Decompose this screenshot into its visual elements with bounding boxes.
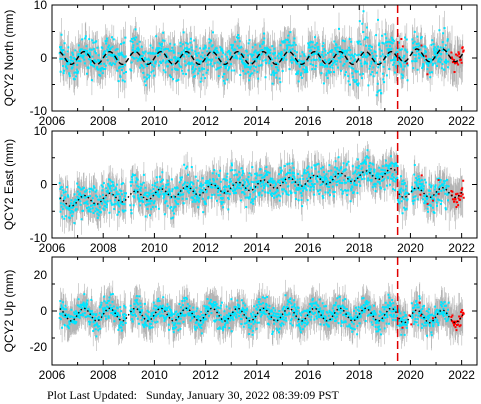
data-points [58, 149, 450, 225]
y-tick-label: 0 [40, 178, 47, 192]
panel-1-plot-area [58, 5, 465, 111]
y-tick-label: -10 [30, 104, 48, 118]
recent-data-points [401, 301, 465, 332]
model-line [59, 307, 464, 324]
x-tick-label: 2020 [397, 241, 424, 255]
x-tick-label: 2018 [346, 241, 373, 255]
x-tick-label: 2008 [90, 241, 117, 255]
x-tick-label: 2012 [192, 368, 219, 382]
y-tick-label: 0 [40, 51, 47, 65]
x-tick-label: 2016 [295, 241, 322, 255]
panel-1: -10 0 10 2006 2008 2010 2012 2014 2016 2018 2020 20… [2, 0, 478, 128]
panel-3-plot-area [58, 257, 465, 365]
x-tick-label: 2012 [192, 241, 219, 255]
x-tick-label: 2022 [448, 241, 475, 255]
y-tick-label: 10 [34, 0, 48, 12]
x-tick-label: 2014 [243, 368, 270, 382]
panel-2: -10 0 10 2006 2008 2010 2012 2014 2016 2018 2020 20… [2, 124, 478, 255]
x-tick-label: 2012 [192, 114, 219, 128]
x-tick-label: 2018 [346, 368, 373, 382]
x-tick-label: 2022 [448, 114, 475, 128]
panel-3: -20 0 20 2006 2008 2010 2012 2014 2016 2018 2020 20… [2, 256, 478, 382]
model-line [59, 167, 464, 208]
x-tick-label: 2006 [39, 241, 66, 255]
x-tick-label: 2010 [141, 241, 168, 255]
y-tick-label: -20 [30, 340, 48, 354]
x-tick-label: 2020 [397, 368, 424, 382]
footer-label: Plot Last Updated: [47, 388, 137, 402]
y-tick-label: 0 [40, 304, 47, 318]
x-tick-label: 2020 [397, 114, 424, 128]
data-points [58, 10, 450, 97]
x-tick-label: 2018 [346, 114, 373, 128]
model-line [59, 48, 464, 65]
recent-data-points [400, 38, 465, 76]
x-tick-label: 2008 [90, 114, 117, 128]
y-tick-label: -10 [30, 231, 48, 245]
plot-updated-footer: Plot Last Updated: Sunday, January 30, 2… [47, 388, 339, 403]
x-tick-label: 2016 [295, 368, 322, 382]
x-tick-label: 2022 [448, 368, 475, 382]
data-points [58, 293, 450, 338]
x-tick-label: 2006 [39, 114, 66, 128]
y-axis-label: QCY2 Up (mm) [2, 270, 16, 353]
y-tick-label: 10 [34, 124, 48, 138]
x-tick-label: 2006 [39, 368, 66, 382]
footer-timestamp: Sunday, January 30, 2022 08:39:09 PST [146, 388, 339, 402]
x-tick-label: 2008 [90, 368, 117, 382]
y-axis-label: QCY2 North (mm) [2, 10, 16, 107]
x-tick-label: 2016 [295, 114, 322, 128]
y-tick-label: 20 [34, 268, 48, 282]
recent-data-points [419, 174, 465, 208]
x-tick-label: 2014 [243, 241, 270, 255]
y-axis-label: QCY2 East (mm) [2, 139, 16, 230]
x-tick-label: 2010 [141, 114, 168, 128]
x-tick-label: 2010 [141, 368, 168, 382]
x-tick-label: 2014 [243, 114, 270, 128]
panel-2-plot-area [58, 131, 465, 238]
